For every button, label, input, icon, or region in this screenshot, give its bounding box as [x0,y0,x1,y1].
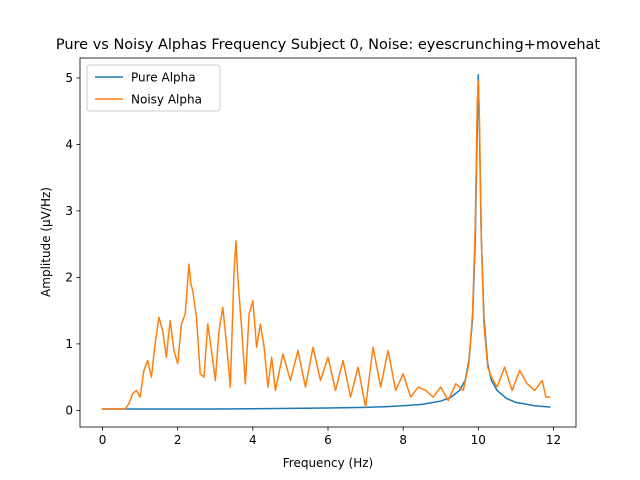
y-tick-label: 1 [65,337,73,351]
y-tick-label: 3 [65,204,73,218]
legend-label-noisy-alpha: Noisy Alpha [131,92,202,106]
legend-label-pure-alpha: Pure Alpha [131,70,196,84]
x-tick-label: 10 [471,433,486,447]
y-tick-label: 5 [65,71,73,85]
y-tick-label: 0 [65,404,73,418]
y-tick-label: 4 [65,138,73,152]
x-tick-label: 2 [174,433,182,447]
x-tick-label: 4 [249,433,257,447]
chart-title: Pure vs Noisy Alphas Frequency Subject 0… [56,37,601,53]
y-tick-label: 2 [65,271,73,285]
x-tick-label: 12 [546,433,561,447]
x-axis-title: Frequency (Hz) [283,456,374,470]
x-tick-label: 8 [399,433,407,447]
y-axis-title: Amplitude (μV/Hz) [39,187,53,297]
x-tick-label: 6 [324,433,332,447]
series-line-noisy-alpha [101,80,551,410]
x-tick-label: 0 [99,433,107,447]
